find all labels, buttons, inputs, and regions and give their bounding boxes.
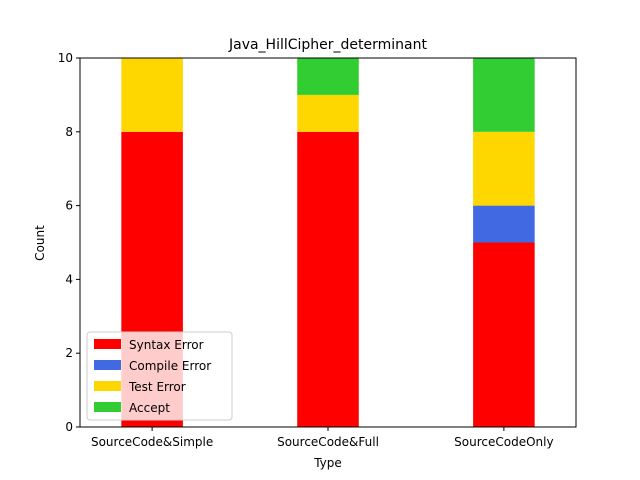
y-tick-label: 10 (58, 51, 73, 65)
bar-accept-1 (297, 58, 359, 95)
bar-compile-error-2 (473, 205, 535, 243)
bar-accept-2 (473, 58, 535, 132)
legend-label: Compile Error (129, 359, 211, 373)
legend-label: Test Error (128, 380, 186, 394)
legend-swatch (94, 339, 121, 349)
x-axis-label: Type (313, 456, 342, 470)
x-tick-label: SourceCode&Full (277, 435, 379, 449)
legend-swatch (94, 381, 121, 391)
x-tick-label: SourceCodeOnly (454, 435, 553, 449)
bar-test-error-0 (121, 58, 183, 132)
legend-label: Accept (129, 401, 170, 415)
legend: Syntax Error Compile Error Test Error Accep… (86, 331, 233, 421)
legend-label: Syntax Error (129, 338, 204, 352)
axes-group: 0 2 4 6 8 10 SourceCode&Simple SourceCode&Full S… (58, 51, 577, 449)
chart-title: Java_HillCipher_determinant (228, 37, 428, 53)
x-tick-label: SourceCode&Simple (91, 435, 213, 449)
bar-syntax-error-1 (297, 131, 359, 428)
bar-test-error-2 (473, 131, 535, 206)
y-tick-label: 0 (65, 420, 73, 434)
bar-syntax-error-2 (473, 242, 535, 427)
bar-test-error-1 (297, 94, 359, 132)
legend-swatch (94, 360, 121, 370)
y-axis-label: Count (33, 225, 47, 261)
y-tick-label: 2 (65, 346, 73, 360)
y-tick-label: 8 (65, 125, 73, 139)
legend-swatch (94, 402, 121, 412)
y-tick-label: 4 (65, 272, 73, 286)
bars-group (121, 58, 535, 428)
y-tick-label: 6 (65, 199, 73, 213)
legend-box (86, 331, 233, 421)
